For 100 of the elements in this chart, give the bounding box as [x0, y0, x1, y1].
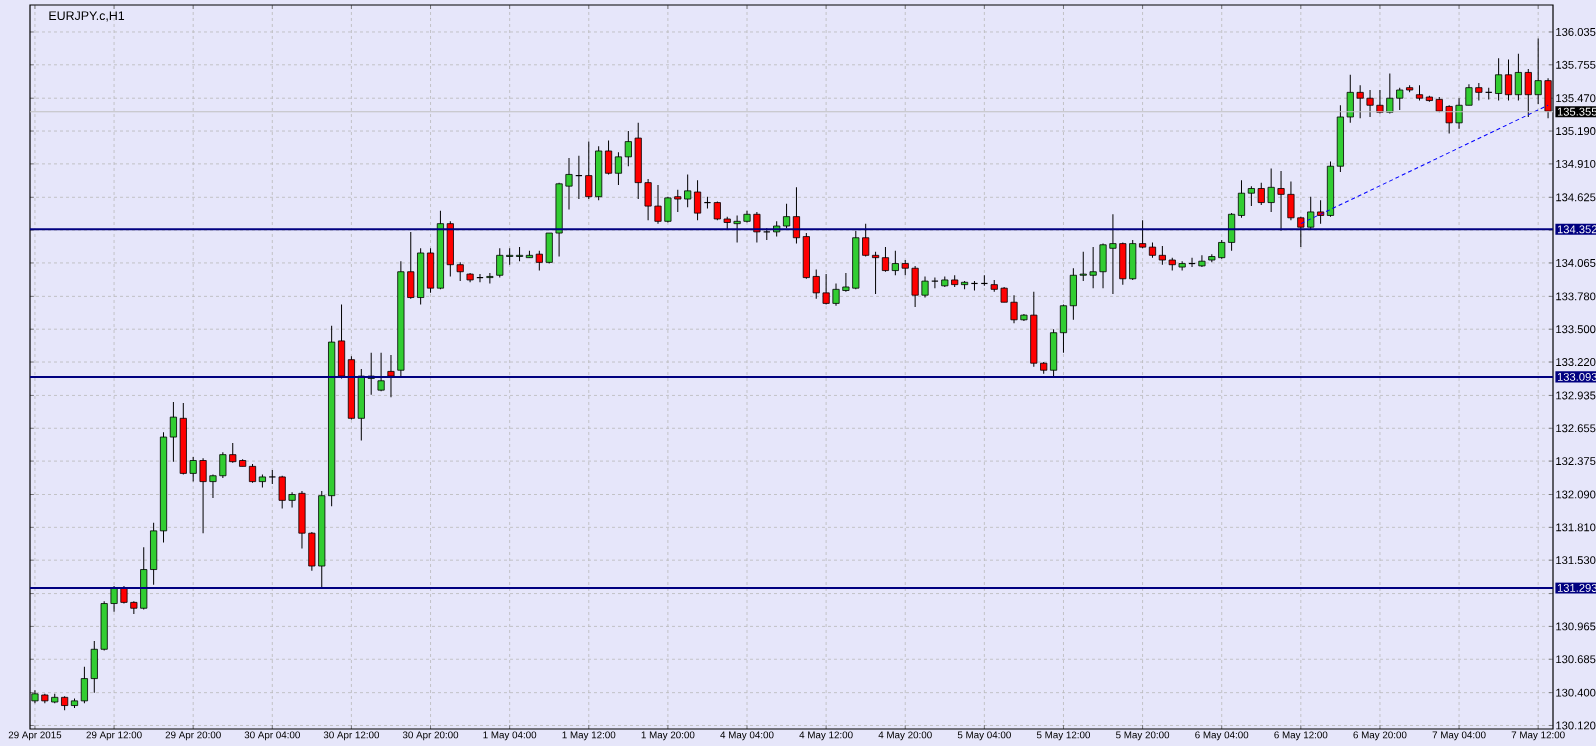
- candlestick: [822, 273, 830, 306]
- candlestick: [229, 442, 237, 464]
- x-tick-label: 6 May 04:00: [1195, 731, 1249, 741]
- candlestick: [1495, 57, 1503, 102]
- x-tick-label: 7 May 04:00: [1432, 731, 1486, 741]
- y-tick-label: 132.090: [1556, 490, 1596, 499]
- x-tick-label: 30 Apr 04:00: [244, 731, 300, 741]
- candlestick: [585, 141, 593, 200]
- candlestick: [80, 666, 88, 704]
- candlestick: [812, 268, 820, 300]
- y-tick-label: 130.400: [1556, 688, 1596, 697]
- candlestick: [931, 277, 939, 289]
- y-tick-label: 134.625: [1556, 193, 1596, 202]
- candlestick: [169, 401, 177, 463]
- candlestick: [377, 352, 385, 392]
- candlestick: [624, 130, 632, 167]
- x-tick-label: 5 May 04:00: [957, 731, 1011, 741]
- y-tick-label: 134.910: [1556, 159, 1596, 168]
- y-tick-label: 132.375: [1556, 457, 1596, 466]
- candlestick: [1010, 294, 1018, 324]
- x-tick-label: 6 May 20:00: [1353, 731, 1407, 741]
- y-tick-label: 130.965: [1556, 622, 1596, 631]
- candlestick: [535, 250, 543, 272]
- y-tick-label: 130.120: [1556, 721, 1596, 730]
- x-tick-label: 29 Apr 2015: [8, 731, 62, 741]
- candlestick: [782, 203, 791, 229]
- candlestick: [604, 139, 613, 175]
- ref-line-label: 131.293: [1557, 584, 1596, 592]
- candlestick: [753, 211, 761, 243]
- y-tick-label: 133.500: [1556, 325, 1596, 334]
- y-tick-label: 134.065: [1556, 258, 1596, 267]
- candlestick: [654, 184, 662, 225]
- y-tick-label: 133.780: [1556, 292, 1596, 301]
- x-tick-label: 1 May 12:00: [562, 731, 616, 741]
- y-tick-label: 133.220: [1556, 358, 1596, 366]
- candlestick: [1465, 83, 1473, 106]
- candlestick: [693, 179, 702, 221]
- candlestick: [1524, 68, 1532, 118]
- ref-line-label: 134.352: [1557, 225, 1596, 234]
- candlestick: [1267, 168, 1275, 213]
- candlestick: [1079, 251, 1087, 282]
- candlestick: [486, 272, 494, 284]
- candlestick: [1139, 219, 1147, 249]
- candlestick: [1504, 59, 1513, 102]
- x-tick-label: 30 Apr 20:00: [402, 731, 459, 741]
- x-tick-label: 1 May 20:00: [641, 731, 695, 741]
- x-tick-label: 6 May 12:00: [1274, 731, 1328, 741]
- candlestick: [1317, 199, 1325, 225]
- candlestick: [674, 189, 682, 213]
- candlestick: [110, 585, 118, 613]
- candlestick: [248, 463, 257, 484]
- y-tick-label: 132.655: [1556, 424, 1596, 433]
- y-tick-label: 132.935: [1556, 391, 1596, 400]
- candlestick: [684, 173, 692, 208]
- candlestick: [199, 457, 207, 534]
- y-tick-label: 131.530: [1556, 556, 1596, 565]
- candlestick: [1218, 239, 1226, 260]
- candlestick: [1386, 73, 1394, 114]
- chart-title: EURJPY.c,H1: [49, 11, 125, 22]
- candlestick: [1247, 185, 1255, 207]
- y-tick-label: 130.685: [1556, 655, 1596, 664]
- candlestick: [1396, 87, 1404, 111]
- y-tick-label: 135.190: [1556, 127, 1596, 135]
- x-tick-label: 5 May 12:00: [1036, 731, 1091, 741]
- candlestick: [1514, 53, 1522, 102]
- ref-line-label: 133.093: [1557, 372, 1596, 381]
- candlestick: [1455, 97, 1463, 130]
- candlestick: [644, 178, 652, 221]
- candlestick: [1297, 216, 1305, 248]
- x-tick-label: 29 Apr 12:00: [86, 731, 142, 741]
- candlestick: [288, 491, 296, 508]
- candlestick: [1307, 196, 1315, 231]
- candlestick: [1237, 179, 1246, 219]
- candlestick: [921, 275, 929, 299]
- candlestick: [862, 223, 870, 257]
- candlestick: [1109, 213, 1117, 295]
- candlestick: [881, 246, 890, 273]
- candlestick: [664, 196, 672, 223]
- candlestick: [1356, 84, 1364, 119]
- candlestick: [614, 151, 622, 186]
- y-tick-label: 135.755: [1556, 60, 1596, 69]
- candlestick: [832, 282, 840, 307]
- y-tick-label: 131.810: [1556, 523, 1596, 532]
- candlestick: [496, 247, 504, 279]
- x-tick-label: 7 May 12:00: [1511, 731, 1565, 741]
- candlestick: [219, 451, 227, 479]
- candlestick: [872, 251, 880, 295]
- x-tick-label: 29 Apr 20:00: [165, 731, 221, 741]
- candlestick: [1178, 260, 1186, 272]
- y-tick-label: 136.035: [1556, 28, 1596, 36]
- candlestick: [189, 456, 197, 483]
- candlestick: [506, 247, 514, 266]
- candlestick: [1445, 104, 1453, 134]
- candlestick: [1366, 89, 1374, 118]
- candlestick: [1257, 182, 1265, 206]
- x-tick-label: 5 May 20:00: [1116, 731, 1170, 741]
- candlestick: [733, 214, 741, 243]
- x-tick-label: 1 May 04:00: [483, 731, 537, 741]
- candlestick: [1158, 245, 1166, 266]
- x-tick-label: 30 Apr 12:00: [323, 731, 380, 741]
